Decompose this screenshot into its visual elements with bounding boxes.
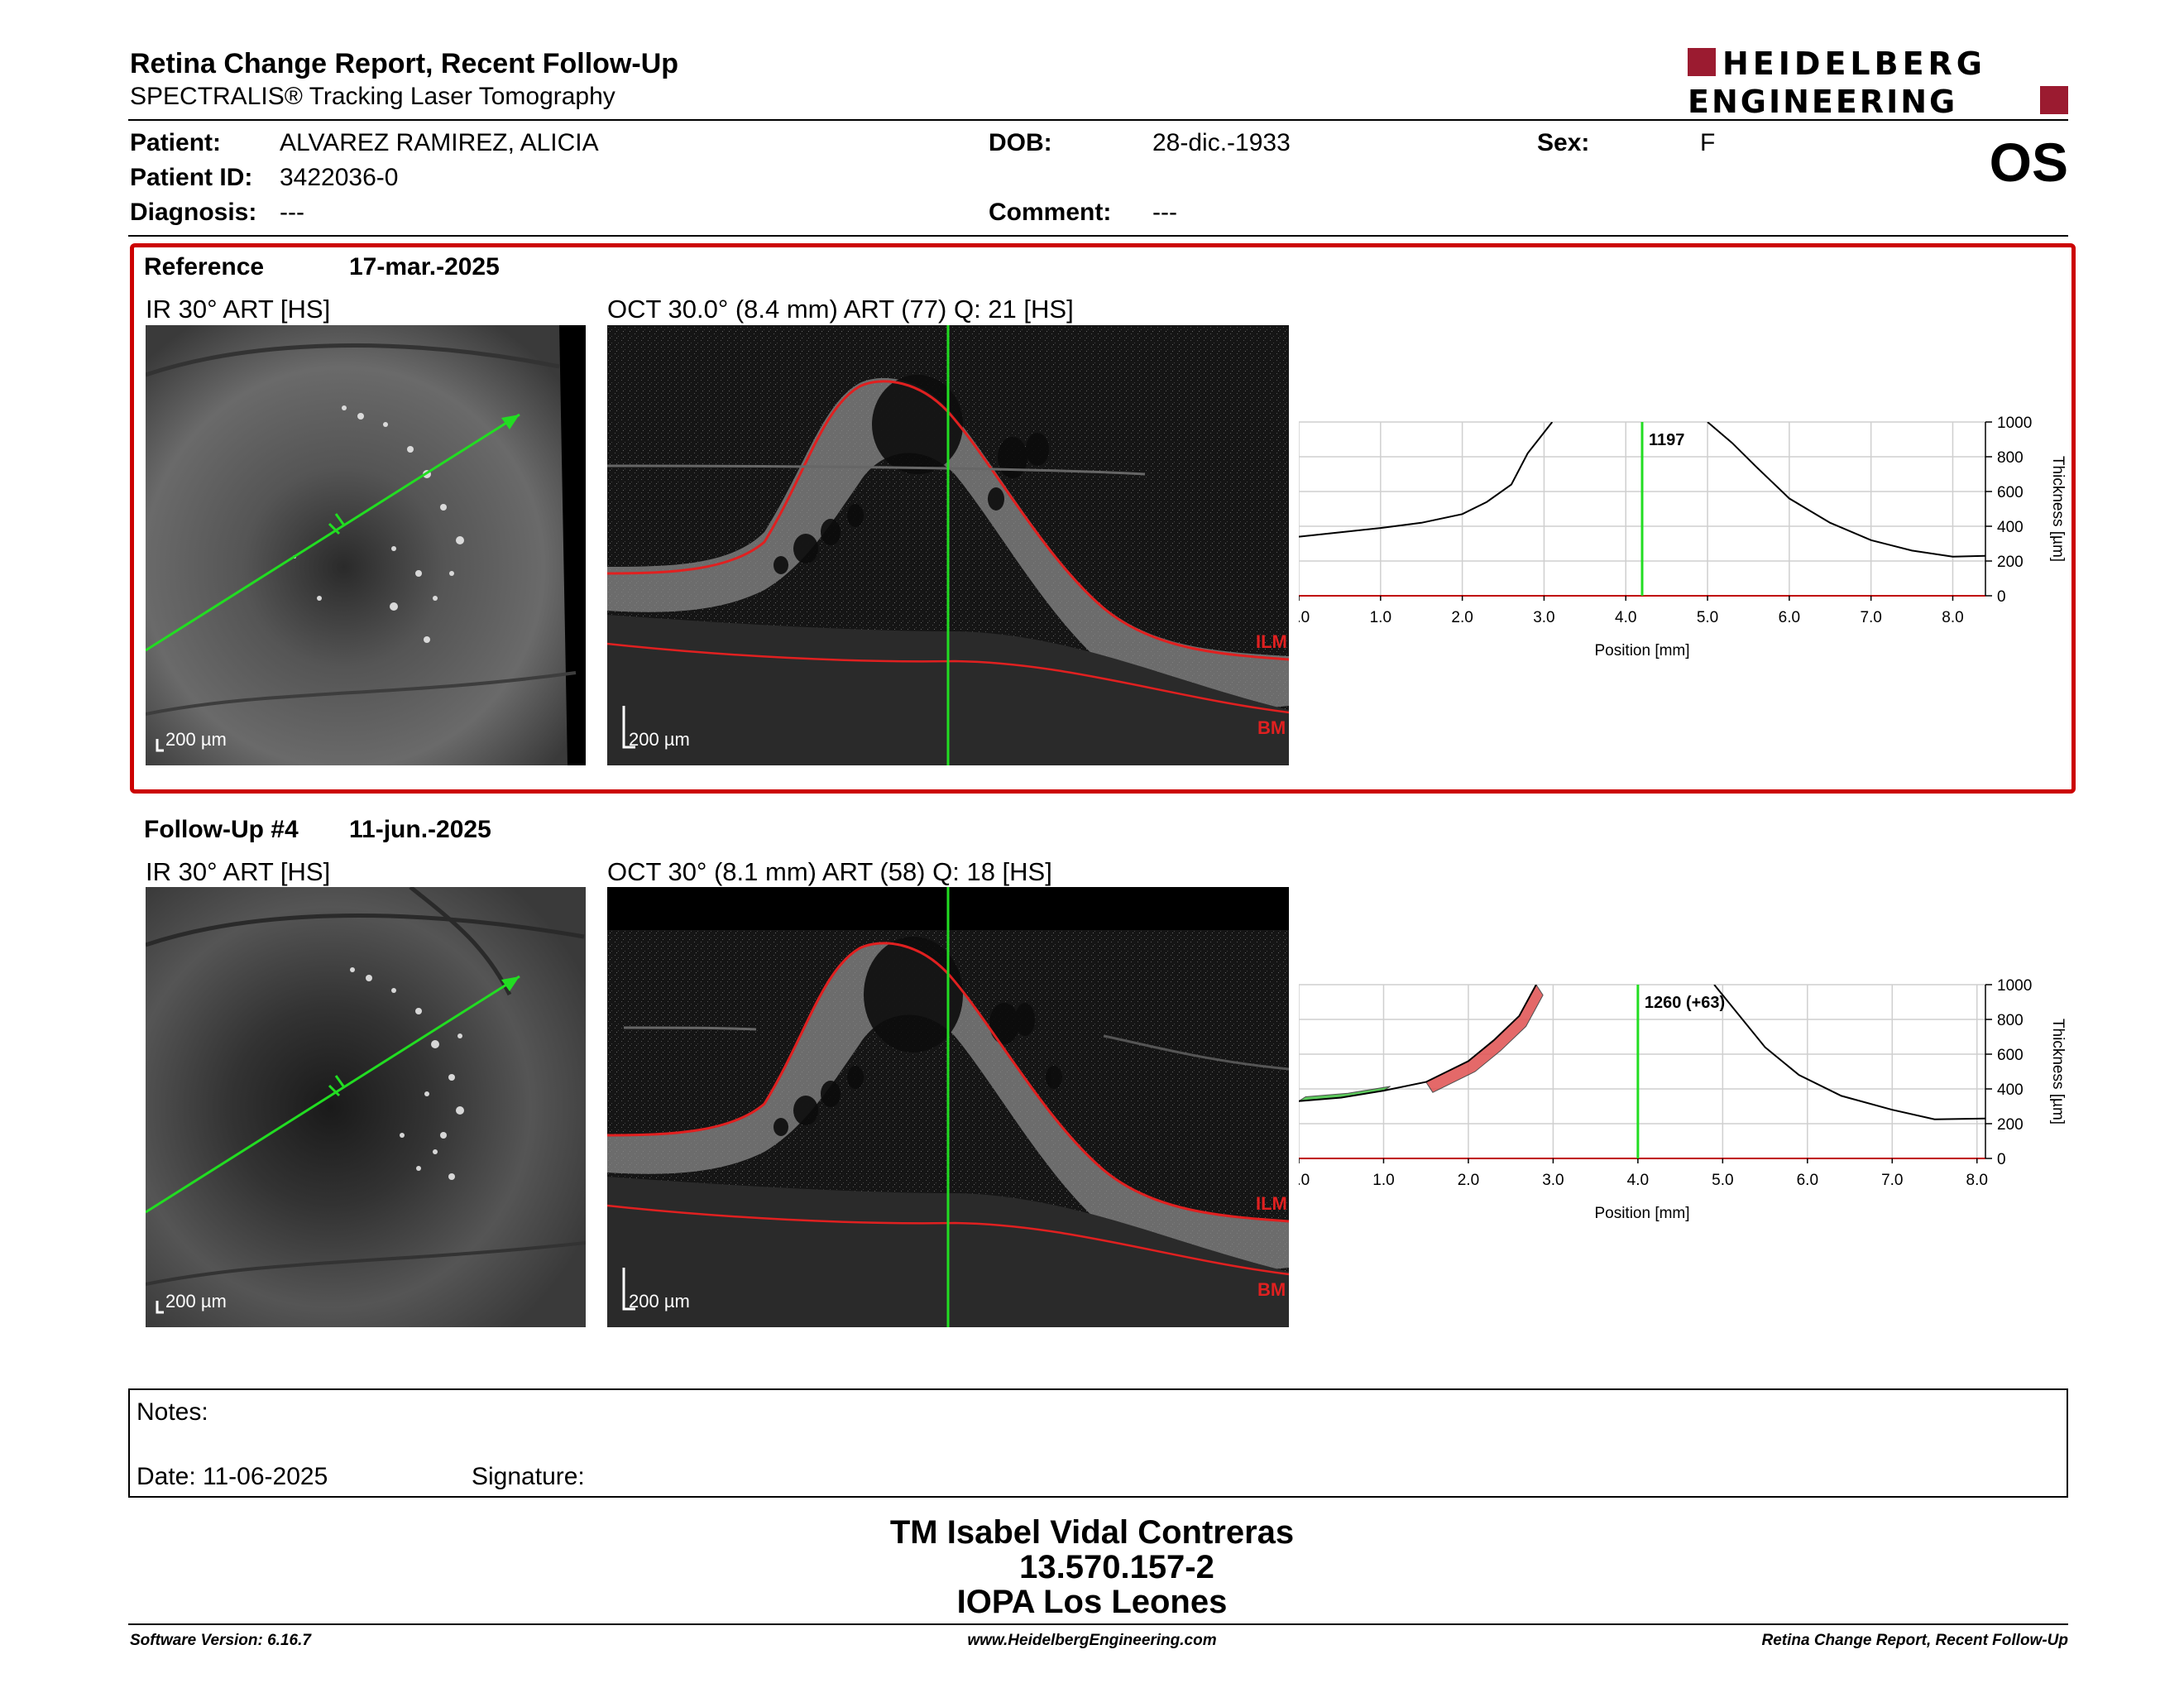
heidelberg-logo: HEIDELBERG ENGINEERING bbox=[1688, 46, 2068, 119]
followup-ir-scale: 200 µm bbox=[165, 1291, 227, 1312]
y-tick-label-0: 0 bbox=[1997, 588, 2006, 606]
reference-box bbox=[130, 243, 2076, 794]
x-tick-label-6: 6.0 bbox=[1779, 609, 1800, 626]
patient-id-label: Patient ID: bbox=[130, 164, 253, 191]
y-tick-label-3: 600 bbox=[1997, 1047, 2024, 1064]
y-tick-label-2: 400 bbox=[1997, 519, 2024, 536]
x-tick-label-4: 4.0 bbox=[1627, 1172, 1649, 1189]
reference-bm-label: BM bbox=[1257, 717, 1286, 738]
x-tick-label-2: 2.0 bbox=[1458, 1172, 1479, 1189]
followup-ir-title: IR 30° ART [HS] bbox=[146, 857, 331, 886]
y-axis-label: Thickness [µm] bbox=[2049, 1019, 2067, 1125]
reference-ir-title: IR 30° ART [HS] bbox=[146, 295, 331, 324]
reference-oct-scale: 200 µm bbox=[629, 729, 690, 750]
patient-name: ALVAREZ RAMIREZ, ALICIA bbox=[280, 129, 599, 156]
footer-divider bbox=[128, 1623, 2068, 1625]
logo-line2: ENGINEERING bbox=[1688, 84, 1957, 119]
followup-label: Follow-Up #4 bbox=[144, 816, 299, 843]
eye-label: OS bbox=[1989, 132, 2068, 193]
x-tick-label-2: 2.0 bbox=[1451, 609, 1473, 626]
comment-label: Comment: bbox=[989, 199, 1112, 226]
x-tick-label-5: 5.0 bbox=[1712, 1172, 1733, 1189]
clinic-name: IOPA Los Leones bbox=[956, 1584, 1228, 1620]
x-tick-label-8: 8.0 bbox=[1966, 1172, 1988, 1189]
followup-ir-image: 200 µm bbox=[146, 887, 586, 1327]
x-tick-label-1: 1.0 bbox=[1372, 1172, 1394, 1189]
x-axis-label: Position [mm] bbox=[1594, 1205, 1689, 1222]
series-line-1 bbox=[1707, 422, 1985, 558]
x-tick-label-1: 1.0 bbox=[1370, 609, 1391, 626]
reference-ilm-label: ILM bbox=[1256, 631, 1287, 652]
followup-thickness-chart: 1260 (+63) 0.0 1.0 2.0 3.0 4.0 5.0 6.0 7.0 8.0 0 20… bbox=[1299, 977, 2067, 1222]
reference-ir-image: 200 µm bbox=[146, 325, 586, 765]
x-tick-label-8: 8.0 bbox=[1942, 609, 1963, 626]
reference-label: Reference bbox=[144, 253, 265, 281]
x-tick-label-4: 4.0 bbox=[1615, 609, 1636, 626]
x-tick-label-3: 3.0 bbox=[1533, 609, 1554, 626]
sex-label: Sex: bbox=[1537, 129, 1590, 156]
y-tick-label-2: 400 bbox=[1997, 1081, 2024, 1099]
y-tick-label-1: 200 bbox=[1997, 1116, 2024, 1134]
reference-ir-scale: 200 µm bbox=[165, 729, 227, 750]
y-tick-label-5: 1000 bbox=[1997, 977, 2032, 995]
series-line-0 bbox=[1299, 422, 1554, 538]
x-tick-label-5: 5.0 bbox=[1697, 609, 1718, 626]
logo-line1: HEIDELBERG bbox=[1722, 46, 1986, 82]
reference-oct-image: ILM BM 200 µm bbox=[607, 325, 1289, 765]
signature-label: Signature: bbox=[472, 1463, 585, 1490]
header-divider bbox=[128, 119, 2068, 121]
y-axis-label: Thickness [µm] bbox=[2049, 456, 2067, 562]
y-tick-label-5: 1000 bbox=[1997, 415, 2032, 432]
x-tick-label-0: 0.0 bbox=[1299, 609, 1310, 626]
reference-date: 17-mar.-2025 bbox=[349, 253, 500, 281]
report-title: Retina Change Report, Recent Follow-Up bbox=[130, 48, 679, 79]
diff-region-0 bbox=[1425, 985, 1544, 1093]
patient-divider bbox=[128, 235, 2068, 237]
followup-oct-title: OCT 30° (8.1 mm) ART (58) Q: 18 [HS] bbox=[607, 857, 1052, 886]
reference-thickness-chart: 1197 0.0 1.0 2.0 3.0 4.0 5.0 6.0 7.0 8.0 0 200 400 60… bbox=[1299, 415, 2067, 659]
series-line-0 bbox=[1299, 985, 1537, 1102]
cursor-value-label: 1197 bbox=[1649, 431, 1684, 449]
series-line-1 bbox=[1713, 985, 1985, 1120]
sex-value: F bbox=[1700, 129, 1716, 156]
reference-oct-title: OCT 30.0° (8.4 mm) ART (77) Q: 21 [HS] bbox=[607, 295, 1074, 324]
followup-date: 11-jun.-2025 bbox=[349, 816, 491, 843]
notes-date: Date: 11-06-2025 bbox=[136, 1463, 328, 1490]
dob-label: DOB: bbox=[989, 129, 1052, 156]
x-tick-label-0: 0.0 bbox=[1299, 1172, 1310, 1189]
y-tick-label-3: 600 bbox=[1997, 484, 2024, 501]
technician-name: TM Isabel Vidal Contreras bbox=[889, 1514, 1295, 1551]
technician-rut: 13.570.157-2 bbox=[1019, 1549, 1214, 1585]
y-tick-label-4: 800 bbox=[1997, 1012, 2024, 1029]
y-tick-label-0: 0 bbox=[1997, 1151, 2006, 1168]
notes-label: Notes: bbox=[136, 1398, 208, 1426]
y-tick-label-1: 200 bbox=[1997, 554, 2024, 571]
followup-oct-image: ILM BM 200 µm bbox=[607, 887, 1289, 1327]
x-axis-label: Position [mm] bbox=[1594, 642, 1689, 659]
patient-label: Patient: bbox=[130, 129, 222, 156]
report-subtitle: SPECTRALIS® Tracking Laser Tomography bbox=[130, 83, 615, 110]
y-tick-label-4: 800 bbox=[1997, 449, 2024, 467]
footer-report-name: Retina Change Report, Recent Follow-Up bbox=[1761, 1632, 2068, 1649]
comment-value: --- bbox=[1152, 199, 1177, 226]
x-tick-label-3: 3.0 bbox=[1542, 1172, 1564, 1189]
dob-value: 28-dic.-1933 bbox=[1152, 129, 1291, 156]
patient-id: 3422036-0 bbox=[280, 164, 399, 191]
x-tick-label-6: 6.0 bbox=[1797, 1172, 1818, 1189]
cursor-value-label: 1260 (+63) bbox=[1645, 994, 1725, 1012]
x-tick-label-7: 7.0 bbox=[1860, 609, 1881, 626]
x-tick-label-7: 7.0 bbox=[1881, 1172, 1903, 1189]
diagnosis-label: Diagnosis: bbox=[130, 199, 257, 226]
diagnosis-value: --- bbox=[280, 199, 304, 226]
followup-ilm-label: ILM bbox=[1256, 1193, 1287, 1214]
software-version: Software Version: 6.16.7 bbox=[130, 1632, 311, 1649]
website-link[interactable]: www.HeidelbergEngineering.com bbox=[967, 1632, 1217, 1649]
followup-bm-label: BM bbox=[1257, 1279, 1286, 1300]
followup-oct-scale: 200 µm bbox=[629, 1291, 690, 1312]
notes-box: Notes: Date: 11-06-2025 Signature: bbox=[128, 1388, 2068, 1498]
